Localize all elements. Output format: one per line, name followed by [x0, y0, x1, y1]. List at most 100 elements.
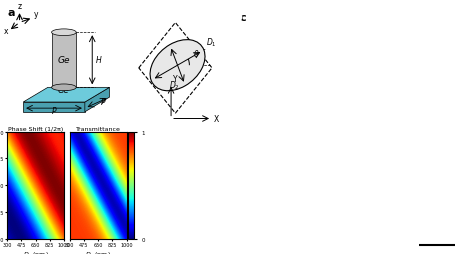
- Ellipse shape: [248, 46, 253, 53]
- Ellipse shape: [270, 16, 274, 24]
- Ellipse shape: [324, 106, 328, 111]
- Ellipse shape: [431, 156, 437, 160]
- Ellipse shape: [324, 244, 329, 249]
- Ellipse shape: [282, 125, 285, 132]
- Ellipse shape: [248, 195, 253, 200]
- Ellipse shape: [464, 77, 469, 81]
- Ellipse shape: [367, 8, 372, 12]
- Ellipse shape: [463, 57, 469, 62]
- Ellipse shape: [259, 233, 264, 240]
- Ellipse shape: [259, 145, 264, 151]
- Ellipse shape: [376, 37, 384, 42]
- Ellipse shape: [356, 185, 361, 189]
- Ellipse shape: [334, 185, 340, 190]
- Ellipse shape: [388, 18, 393, 22]
- Ellipse shape: [464, 47, 469, 52]
- Ellipse shape: [335, 166, 339, 170]
- Ellipse shape: [323, 66, 329, 72]
- Ellipse shape: [292, 144, 296, 152]
- Ellipse shape: [237, 16, 242, 24]
- Ellipse shape: [452, 87, 459, 91]
- Ellipse shape: [376, 66, 384, 72]
- Ellipse shape: [313, 195, 318, 199]
- Ellipse shape: [302, 97, 307, 101]
- Ellipse shape: [419, 195, 427, 200]
- Ellipse shape: [367, 97, 371, 101]
- Ellipse shape: [420, 224, 427, 229]
- Ellipse shape: [356, 195, 361, 200]
- Ellipse shape: [355, 175, 363, 180]
- Ellipse shape: [462, 235, 470, 239]
- Title: Phase Shift (1/2π): Phase Shift (1/2π): [8, 126, 63, 131]
- Ellipse shape: [440, 244, 449, 249]
- Ellipse shape: [281, 244, 285, 249]
- Ellipse shape: [281, 164, 285, 171]
- Ellipse shape: [249, 224, 253, 230]
- Ellipse shape: [281, 135, 285, 141]
- Ellipse shape: [367, 185, 372, 189]
- Ellipse shape: [378, 28, 383, 31]
- Ellipse shape: [420, 185, 426, 189]
- Ellipse shape: [322, 26, 330, 33]
- Ellipse shape: [346, 176, 350, 179]
- Ellipse shape: [292, 27, 296, 33]
- Ellipse shape: [344, 77, 351, 81]
- Ellipse shape: [313, 115, 318, 122]
- Ellipse shape: [400, 38, 404, 41]
- Ellipse shape: [420, 27, 426, 32]
- Ellipse shape: [410, 47, 415, 52]
- Ellipse shape: [398, 7, 405, 13]
- Ellipse shape: [248, 125, 253, 132]
- Ellipse shape: [270, 28, 274, 31]
- Ellipse shape: [346, 234, 350, 239]
- Ellipse shape: [441, 8, 449, 12]
- Ellipse shape: [238, 96, 242, 101]
- Ellipse shape: [464, 204, 469, 210]
- Ellipse shape: [453, 126, 458, 131]
- Ellipse shape: [345, 8, 350, 12]
- Ellipse shape: [302, 174, 307, 181]
- Ellipse shape: [389, 146, 393, 151]
- Ellipse shape: [345, 57, 350, 62]
- Ellipse shape: [301, 75, 308, 83]
- Ellipse shape: [409, 244, 416, 249]
- Ellipse shape: [302, 214, 307, 220]
- Ellipse shape: [238, 184, 242, 191]
- Ellipse shape: [452, 244, 459, 249]
- Ellipse shape: [260, 85, 264, 92]
- Ellipse shape: [421, 37, 426, 42]
- Ellipse shape: [346, 225, 350, 229]
- Ellipse shape: [335, 76, 339, 82]
- Ellipse shape: [356, 77, 361, 81]
- Ellipse shape: [399, 18, 405, 22]
- Ellipse shape: [430, 68, 438, 71]
- Ellipse shape: [238, 214, 242, 219]
- Ellipse shape: [419, 8, 427, 12]
- Ellipse shape: [312, 203, 319, 211]
- Text: Ge: Ge: [58, 56, 70, 65]
- Ellipse shape: [270, 135, 275, 142]
- Ellipse shape: [420, 107, 427, 110]
- Ellipse shape: [388, 107, 393, 110]
- Ellipse shape: [356, 117, 361, 120]
- Ellipse shape: [334, 36, 340, 43]
- Ellipse shape: [312, 85, 319, 92]
- Ellipse shape: [365, 126, 374, 130]
- Ellipse shape: [237, 193, 243, 201]
- X-axis label: $D_x$ (nm): $D_x$ (nm): [23, 249, 48, 254]
- Ellipse shape: [366, 87, 373, 90]
- Ellipse shape: [291, 223, 297, 231]
- Title: Transmittance: Transmittance: [76, 126, 120, 131]
- Ellipse shape: [388, 67, 393, 72]
- Ellipse shape: [387, 194, 394, 200]
- Ellipse shape: [440, 186, 449, 189]
- Ellipse shape: [356, 87, 361, 91]
- Ellipse shape: [291, 105, 297, 112]
- Ellipse shape: [464, 195, 469, 199]
- Ellipse shape: [292, 203, 296, 211]
- Ellipse shape: [397, 126, 406, 130]
- Ellipse shape: [270, 65, 274, 74]
- Ellipse shape: [367, 156, 372, 160]
- Ellipse shape: [441, 17, 448, 23]
- Ellipse shape: [355, 18, 362, 22]
